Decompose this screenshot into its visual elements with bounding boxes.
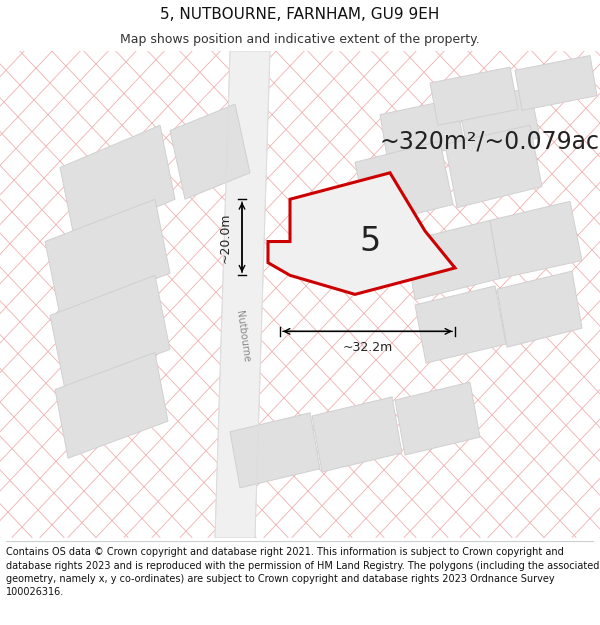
Polygon shape bbox=[395, 382, 480, 455]
Text: Contains OS data © Crown copyright and database right 2021. This information is : Contains OS data © Crown copyright and d… bbox=[6, 548, 599, 597]
Polygon shape bbox=[55, 352, 168, 458]
Polygon shape bbox=[380, 99, 465, 162]
Text: ~32.2m: ~32.2m bbox=[343, 341, 392, 354]
Polygon shape bbox=[430, 67, 518, 125]
Text: 5: 5 bbox=[359, 225, 380, 258]
Polygon shape bbox=[515, 56, 597, 111]
Polygon shape bbox=[230, 412, 320, 488]
Text: Map shows position and indicative extent of the property.: Map shows position and indicative extent… bbox=[120, 34, 480, 46]
Polygon shape bbox=[405, 221, 500, 299]
Text: 5, NUTBOURNE, FARNHAM, GU9 9EH: 5, NUTBOURNE, FARNHAM, GU9 9EH bbox=[160, 7, 440, 22]
Polygon shape bbox=[50, 276, 170, 389]
Polygon shape bbox=[312, 397, 402, 472]
Polygon shape bbox=[497, 271, 582, 348]
Polygon shape bbox=[458, 88, 540, 152]
Polygon shape bbox=[170, 104, 250, 199]
Polygon shape bbox=[215, 51, 270, 538]
Polygon shape bbox=[45, 199, 170, 316]
Polygon shape bbox=[60, 125, 175, 241]
Polygon shape bbox=[490, 201, 582, 279]
Polygon shape bbox=[355, 141, 453, 226]
Polygon shape bbox=[415, 286, 506, 363]
Text: ~320m²/~0.079ac.: ~320m²/~0.079ac. bbox=[380, 129, 600, 153]
Text: Nutbourne: Nutbourne bbox=[235, 310, 251, 363]
Polygon shape bbox=[268, 173, 455, 294]
Polygon shape bbox=[445, 125, 542, 208]
Text: ~20.0m: ~20.0m bbox=[219, 212, 232, 262]
